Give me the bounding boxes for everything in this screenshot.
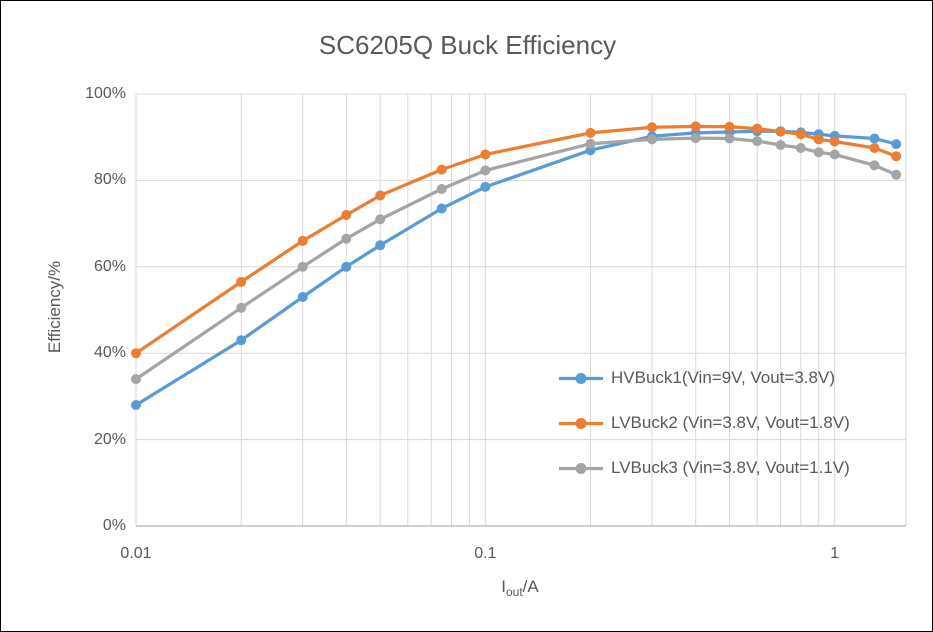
data-point-LVBuck2: [724, 121, 735, 132]
data-point-LVBuck2: [236, 276, 247, 287]
data-point-LVBuck2: [795, 129, 806, 140]
x-tick-label: 1: [830, 545, 840, 562]
x-tick-label: 0.01: [120, 545, 152, 562]
data-point-LVBuck3: [375, 214, 386, 225]
legend-label: LVBuck2 (Vin=3.8V, Vout=1.8V): [611, 413, 850, 432]
legend-marker-icon: [559, 462, 603, 474]
data-point-LVBuck2: [752, 123, 763, 134]
data-point-LVBuck2: [375, 190, 386, 201]
y-axis-title: Efficiency/%: [45, 260, 64, 354]
data-point-LVBuck3: [480, 165, 491, 176]
data-point-HVBuck1: [131, 400, 141, 410]
x-tick-label: 0.1: [474, 545, 497, 562]
x-axis-title-subscript: out: [505, 585, 523, 599]
data-point-LVBuck3: [585, 138, 596, 149]
y-tick-label: 60%: [93, 257, 126, 275]
data-point-LVBuck3: [813, 147, 824, 158]
x-axis-title: Iout/A: [501, 577, 538, 599]
data-point-HVBuck1: [869, 133, 880, 144]
data-point-LVBuck3: [297, 261, 308, 272]
y-tick-label: 80%: [93, 171, 126, 189]
data-point-HVBuck1: [341, 261, 352, 272]
series-line-LVBuck3: [134, 136, 898, 381]
chart-title: SC6205Q Buck Efficiency: [318, 30, 617, 60]
data-point-HVBuck1: [375, 240, 386, 251]
data-point-LVBuck3: [690, 133, 701, 144]
legend-marker-icon: [559, 417, 603, 429]
data-point-LVBuck2: [813, 134, 824, 145]
y-tick-label: 0%: [102, 517, 126, 534]
data-point-LVBuck2: [829, 136, 840, 147]
data-point-LVBuck2: [647, 122, 657, 133]
data-point-LVBuck2: [480, 149, 491, 160]
series-line-LVBuck2: [134, 124, 898, 355]
data-point-HVBuck1: [236, 335, 247, 346]
data-point-LVBuck3: [724, 133, 735, 144]
legend-item-LVBuck3: LVBuck3 (Vin=3.8V, Vout=1.1V): [558, 458, 850, 478]
data-point-LVBuck3: [436, 184, 447, 194]
data-point-LVBuck3: [829, 149, 840, 160]
data-point-HVBuck1: [480, 181, 491, 192]
data-point-LVBuck2: [297, 235, 308, 246]
data-point-LVBuck3: [131, 374, 141, 385]
legend-marker-icon: [559, 372, 603, 384]
data-point-LVBuck2: [131, 348, 141, 359]
data-point-HVBuck1: [297, 292, 308, 302]
data-point-LVBuck3: [775, 140, 786, 150]
data-point-LVBuck3: [795, 143, 806, 153]
data-point-LVBuck2: [436, 164, 447, 175]
series-line-HVBuck1: [134, 129, 898, 407]
legend-label: HVBuck1(Vin=9V, Vout=3.8V): [611, 368, 835, 387]
data-point-HVBuck1: [436, 203, 447, 214]
data-point-LVBuck3: [341, 233, 352, 244]
x-axis-title-unit: /A: [522, 577, 539, 596]
data-point-LVBuck2: [891, 151, 902, 162]
legend-item-LVBuck2: LVBuck2 (Vin=3.8V, Vout=1.8V): [558, 413, 850, 433]
data-point-HVBuck1: [891, 139, 902, 150]
data-point-LVBuck3: [647, 134, 657, 145]
data-point-LVBuck3: [891, 169, 902, 180]
data-point-LVBuck2: [585, 127, 596, 138]
y-tick-label: 100%: [85, 85, 126, 102]
data-point-LVBuck3: [869, 160, 880, 171]
legend-label: LVBuck3 (Vin=3.8V, Vout=1.1V): [611, 458, 850, 477]
legend-item-HVBuck1: HVBuck1(Vin=9V, Vout=3.8V): [558, 368, 850, 388]
legend: HVBuck1(Vin=9V, Vout=3.8V) LVBuck2 (Vin=3…: [558, 368, 850, 478]
data-point-LVBuck2: [869, 143, 880, 153]
x-axis-title-base: I: [501, 577, 506, 596]
data-point-LVBuck2: [690, 121, 701, 132]
data-point-LVBuck2: [341, 210, 352, 220]
data-point-LVBuck3: [752, 136, 763, 147]
data-point-LVBuck2: [775, 126, 786, 137]
data-point-LVBuck3: [236, 302, 247, 313]
y-tick-label: 20%: [93, 430, 126, 448]
y-tick-label: 40%: [93, 344, 126, 362]
